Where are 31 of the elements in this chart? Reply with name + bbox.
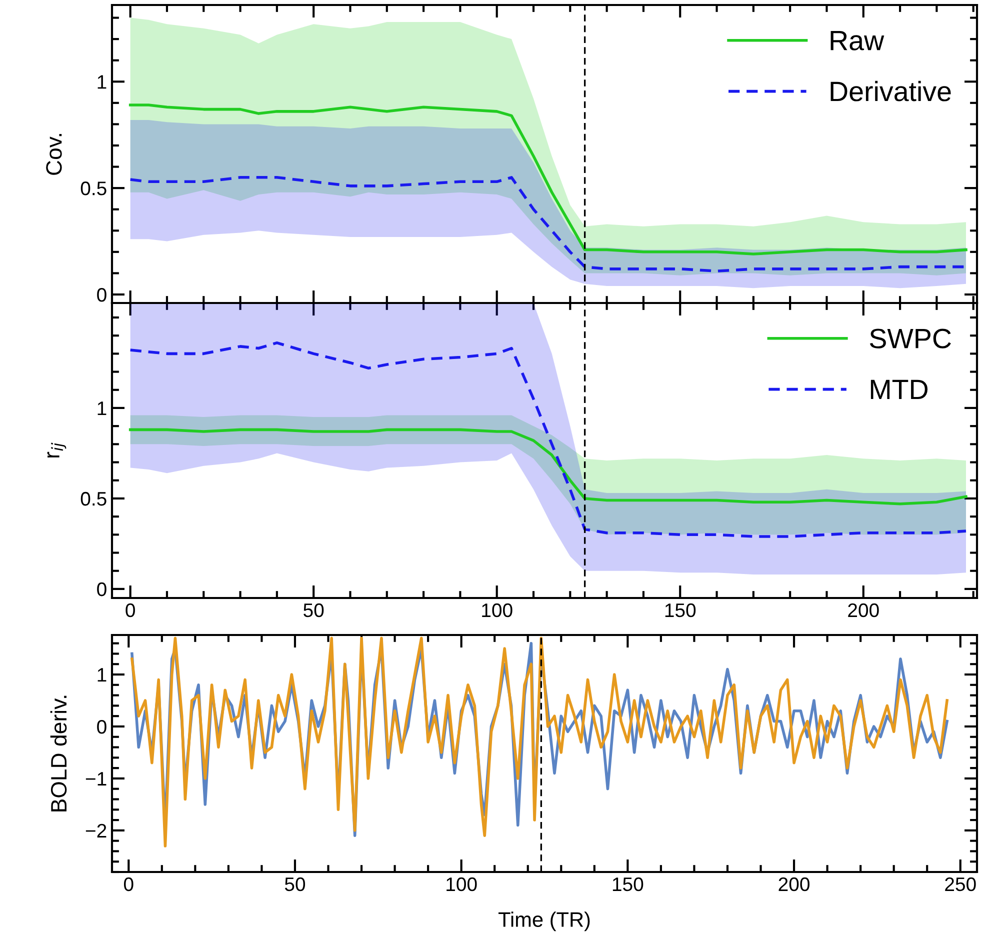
y-tick-label: 1 [98, 75, 106, 89]
y-tick-label: 1 [98, 668, 106, 682]
x-tick-label: 200 [848, 603, 879, 618]
x-axis-title: Time (TR) [498, 912, 590, 932]
x-tick-label: 150 [612, 877, 644, 892]
y-axis-title: BOLD deriv. [50, 696, 67, 812]
legend-label: SWPC [870, 328, 951, 348]
y-tick-label: 0 [97, 582, 106, 596]
y-tick-label: −1 [86, 772, 106, 786]
x-tick-label: 100 [482, 603, 512, 618]
x-tick-label: 150 [665, 603, 696, 618]
legend-label: Raw [830, 31, 884, 50]
y-tick-label: 0.5 [80, 492, 106, 506]
line-series [128, 104, 968, 256]
x-tick-label: 50 [284, 877, 306, 892]
y-tick-label: −2 [86, 824, 106, 838]
legend-label: MTD [870, 380, 928, 400]
x-tick-label: 100 [446, 877, 477, 892]
x-tick-label: 0 [124, 877, 134, 892]
y-tick-label: 0.5 [80, 182, 106, 196]
y-axis-title: r$_{ij}$ [47, 442, 66, 458]
y-axis-title: Cov. [46, 134, 62, 175]
line-series [128, 428, 968, 506]
y-tick-label: 0 [97, 720, 106, 734]
y-tick-label: 1 [98, 402, 106, 416]
y-tick-label: 0 [97, 288, 106, 302]
x-tick-label: 250 [945, 877, 976, 892]
x-tick-label: 50 [304, 603, 324, 618]
x-tick-label: 0 [126, 603, 135, 618]
legend-label: Derivative [830, 80, 951, 102]
x-tick-label: 200 [778, 877, 810, 892]
